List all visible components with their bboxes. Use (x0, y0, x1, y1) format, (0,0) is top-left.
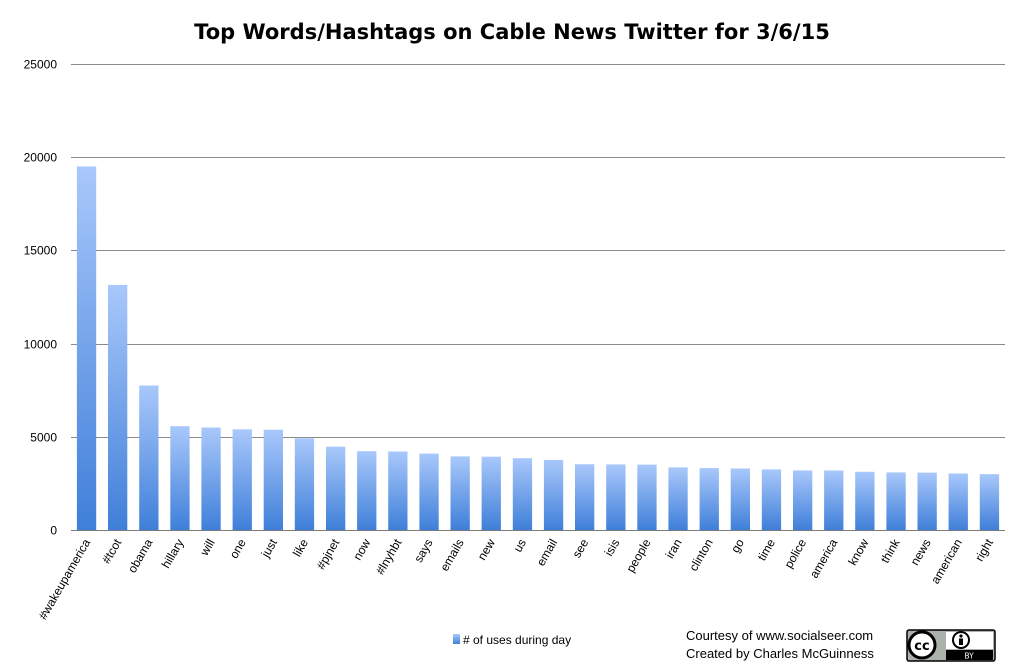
x-tick-label: clinton (686, 537, 715, 574)
bar (668, 467, 688, 530)
x-tick-label: hillary (159, 537, 187, 571)
legend-label: # of uses during day (463, 633, 571, 647)
bar (637, 464, 657, 530)
bar (108, 284, 128, 530)
bar (294, 438, 315, 530)
license-badge: cc BY (906, 629, 996, 662)
chart-title: Top Words/Hashtags on Cable News Twitter… (194, 20, 830, 44)
bar (699, 468, 719, 530)
bar (481, 456, 501, 530)
y-tick-label: 10000 (24, 338, 58, 352)
x-tick-label: right (972, 536, 996, 564)
bar (606, 464, 626, 530)
bar (263, 429, 283, 530)
x-tick-label: isis (602, 537, 623, 559)
y-tick-label: 5000 (30, 431, 57, 445)
bar (824, 470, 844, 530)
legend-swatch (453, 634, 460, 644)
bar (886, 472, 906, 530)
bar (575, 464, 595, 530)
x-tick-label: obama (125, 536, 156, 575)
x-tick-label: like (290, 536, 311, 559)
bar (730, 468, 750, 530)
bar (855, 471, 875, 530)
y-tick-label: 15000 (24, 244, 58, 258)
bar (512, 458, 533, 530)
x-tick-label: emails (437, 537, 466, 574)
x-tick-label: people (623, 536, 653, 574)
x-axis-ticks: #wakeupamerica #tcot obama hillary will one ju… (36, 536, 997, 622)
x-tick-label: think (878, 536, 903, 566)
x-tick-label: says (411, 537, 435, 565)
bar (388, 451, 408, 530)
bar (76, 166, 97, 530)
x-tick-label: go (728, 536, 747, 555)
svg-text:cc: cc (914, 639, 929, 654)
bar (326, 446, 346, 530)
bar (201, 427, 221, 530)
bar (170, 426, 190, 530)
credit-line-2: Created by Charles McGuinness (686, 646, 874, 661)
x-tick-label: one (227, 536, 249, 561)
x-tick-label: #pjnet (314, 536, 343, 572)
x-tick-label: news (908, 537, 934, 568)
x-tick-label: just (258, 536, 280, 561)
bar (793, 470, 813, 530)
x-tick-label: know (845, 536, 871, 568)
bar (450, 456, 470, 530)
x-tick-label: police (781, 536, 809, 570)
cc-icon: cc (907, 630, 937, 660)
x-tick-label: time (755, 536, 779, 563)
x-tick-label: #wakeupamerica (36, 536, 94, 622)
credit-line-1: Courtesy of www.socialseer.com (686, 628, 873, 643)
bar (979, 474, 1000, 530)
attribution-person-icon (952, 631, 970, 649)
bar (232, 429, 252, 530)
y-axis-ticks: 0 5000 10000 15000 20000 25000 (24, 58, 58, 538)
bar (139, 385, 159, 530)
bar (761, 469, 782, 530)
x-tick-label: #lnyhbt (373, 536, 405, 577)
legend: # of uses during day (453, 633, 571, 647)
bar (917, 472, 937, 530)
x-tick-label: will (197, 537, 218, 559)
bar (419, 453, 439, 530)
x-tick-label: america (807, 536, 841, 580)
x-tick-label: us (511, 537, 529, 555)
license-text: BY (964, 652, 974, 661)
y-tick-label: 0 (50, 524, 57, 538)
y-tick-label: 20000 (24, 151, 58, 165)
y-tick-label: 25000 (24, 58, 58, 72)
gridlines (71, 64, 1005, 531)
x-tick-label: #tcot (99, 536, 124, 566)
bar (357, 451, 377, 530)
x-tick-label: iran (663, 537, 685, 561)
x-tick-label: now (350, 536, 373, 562)
x-tick-label: see (569, 536, 591, 560)
x-tick-label: email (534, 537, 560, 569)
x-tick-label: american (928, 537, 965, 587)
bars (76, 166, 1000, 530)
x-tick-label: new (475, 536, 498, 562)
bar (948, 473, 968, 530)
bar (543, 459, 564, 530)
